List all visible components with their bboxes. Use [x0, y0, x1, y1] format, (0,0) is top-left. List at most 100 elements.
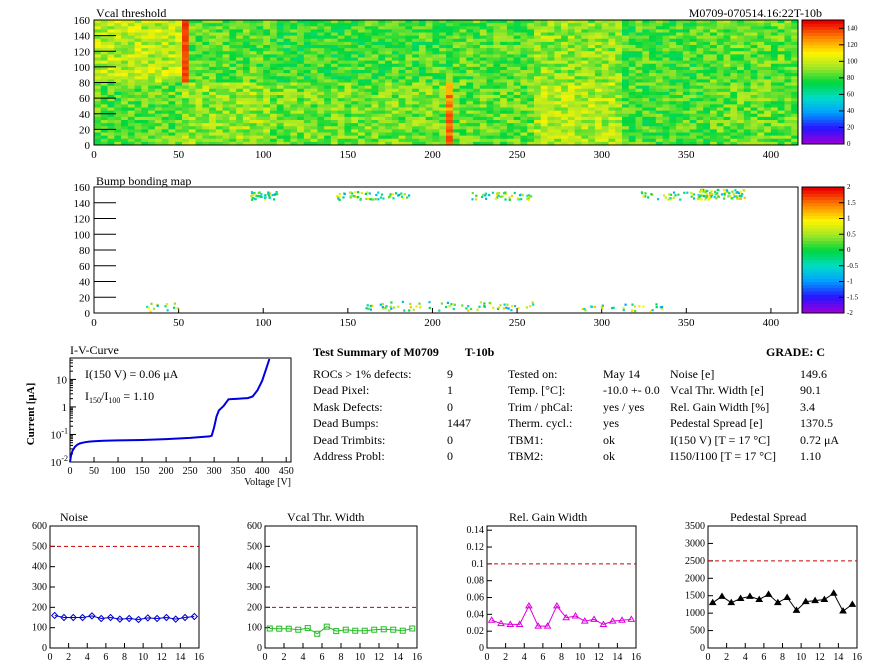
heatmap-cell	[554, 45, 562, 49]
heatmap-cell	[127, 82, 136, 87]
heatmap-cell	[364, 45, 372, 49]
heatmap-cell	[642, 85, 650, 90]
pedestal-plot-point	[773, 598, 782, 606]
heatmap-cell	[635, 41, 643, 46]
heatmap-cell	[283, 91, 291, 96]
heatmap-cell	[649, 66, 657, 71]
heatmap-cell	[168, 123, 176, 127]
heatmap-cell	[127, 38, 136, 43]
heatmap-cell	[418, 113, 427, 118]
heatmap-cell	[256, 32, 264, 37]
heatmap-cell	[446, 132, 454, 137]
heatmap-cell	[750, 91, 758, 96]
heatmap-cell	[114, 123, 122, 127]
heatmap-cell	[784, 107, 792, 112]
bump-map-y-tick-label: 40	[79, 277, 91, 289]
heatmap-cell	[506, 135, 515, 140]
bump-map-colorbar-label: -1.5	[847, 293, 859, 301]
heatmap-cell	[696, 113, 704, 118]
heatmap-cell	[649, 120, 657, 124]
heatmap-cell	[182, 45, 190, 49]
heatmap-cell	[689, 35, 697, 40]
bump-defect-cell	[448, 305, 451, 308]
heatmap-cell	[127, 141, 136, 146]
vcal-map-colorbar-cell	[802, 63, 844, 67]
heatmap-cell	[534, 91, 542, 96]
heatmap-cell	[188, 101, 196, 105]
heatmap-cell	[405, 91, 413, 96]
bump-map-colorbar-label: 0	[847, 246, 851, 254]
heatmap-cell	[141, 82, 149, 87]
heatmap-cell	[324, 63, 332, 68]
heatmap-cell	[459, 26, 467, 30]
heatmap-cell	[723, 82, 731, 87]
bump-defect-cell	[156, 304, 159, 307]
heatmap-cell	[236, 23, 244, 27]
heatmap-cell	[567, 123, 576, 127]
vcal-map-x-tick-label: 350	[678, 149, 695, 161]
heatmap-cell	[696, 110, 704, 115]
heatmap-cell	[405, 57, 413, 62]
bump-defect-cell	[401, 300, 404, 303]
heatmap-cell	[737, 138, 745, 143]
heatmap-cell	[412, 138, 420, 143]
heatmap-cell	[398, 91, 406, 96]
heatmap-cell	[222, 79, 230, 83]
heatmap-cell	[554, 73, 562, 77]
heatmap-cell	[622, 113, 630, 118]
heatmap-cell	[777, 98, 785, 102]
heatmap-cell	[682, 91, 691, 96]
heatmap-cell	[114, 32, 122, 37]
heatmap-cell	[527, 104, 535, 108]
heatmap-cell	[290, 23, 298, 27]
heatmap-cell	[743, 23, 752, 27]
heatmap-cell	[655, 60, 664, 65]
bump-defect-cell	[406, 196, 409, 199]
heatmap-cell	[500, 57, 508, 62]
heatmap-cell	[249, 45, 257, 49]
heatmap-cell	[710, 79, 718, 83]
heatmap-cell	[168, 54, 176, 58]
vcal-width-plot-x-tick-label: 2	[282, 652, 287, 663]
heatmap-cell	[770, 73, 779, 77]
heatmap-cell	[608, 26, 616, 30]
heatmap-cell	[148, 98, 156, 102]
heatmap-cell	[520, 116, 528, 121]
heatmap-cell	[534, 70, 542, 74]
heatmap-cell	[283, 54, 291, 58]
bump-defect-cell	[741, 193, 744, 196]
heatmap-cell	[229, 57, 237, 62]
heatmap-cell	[283, 135, 291, 140]
vcal-map-colorbar-cell	[802, 122, 844, 126]
bump-defect-cell	[672, 196, 675, 199]
heatmap-cell	[405, 101, 413, 105]
heatmap-cell	[547, 141, 555, 146]
noise-plot-point	[60, 613, 68, 622]
heatmap-cell	[473, 38, 481, 43]
heatmap-cell	[682, 38, 691, 43]
heatmap-cell	[330, 54, 339, 58]
heatmap-cell	[730, 113, 738, 118]
heatmap-cell	[682, 60, 691, 65]
heatmap-cell	[263, 138, 271, 143]
heatmap-cell	[141, 70, 149, 74]
heatmap-cell	[716, 29, 724, 33]
heatmap-cell	[242, 45, 251, 49]
heatmap-cell	[249, 26, 257, 30]
heatmap-cell	[337, 129, 345, 133]
heatmap-cell	[594, 73, 603, 77]
heatmap-cell	[588, 41, 596, 46]
heatmap-cell	[588, 79, 596, 83]
bump-defect-cell	[478, 305, 481, 308]
heatmap-cell	[398, 54, 406, 58]
heatmap-cell	[425, 95, 433, 99]
heatmap-cell	[283, 88, 291, 93]
heatmap-cell	[588, 123, 596, 127]
heatmap-cell	[161, 23, 169, 27]
heatmap-cell	[547, 20, 555, 24]
heatmap-cell	[723, 26, 731, 30]
heatmap-cell	[385, 98, 393, 102]
heatmap-cell	[601, 95, 609, 99]
heatmap-cell	[249, 91, 257, 96]
vcal-map-colorbar-cell	[802, 103, 844, 108]
